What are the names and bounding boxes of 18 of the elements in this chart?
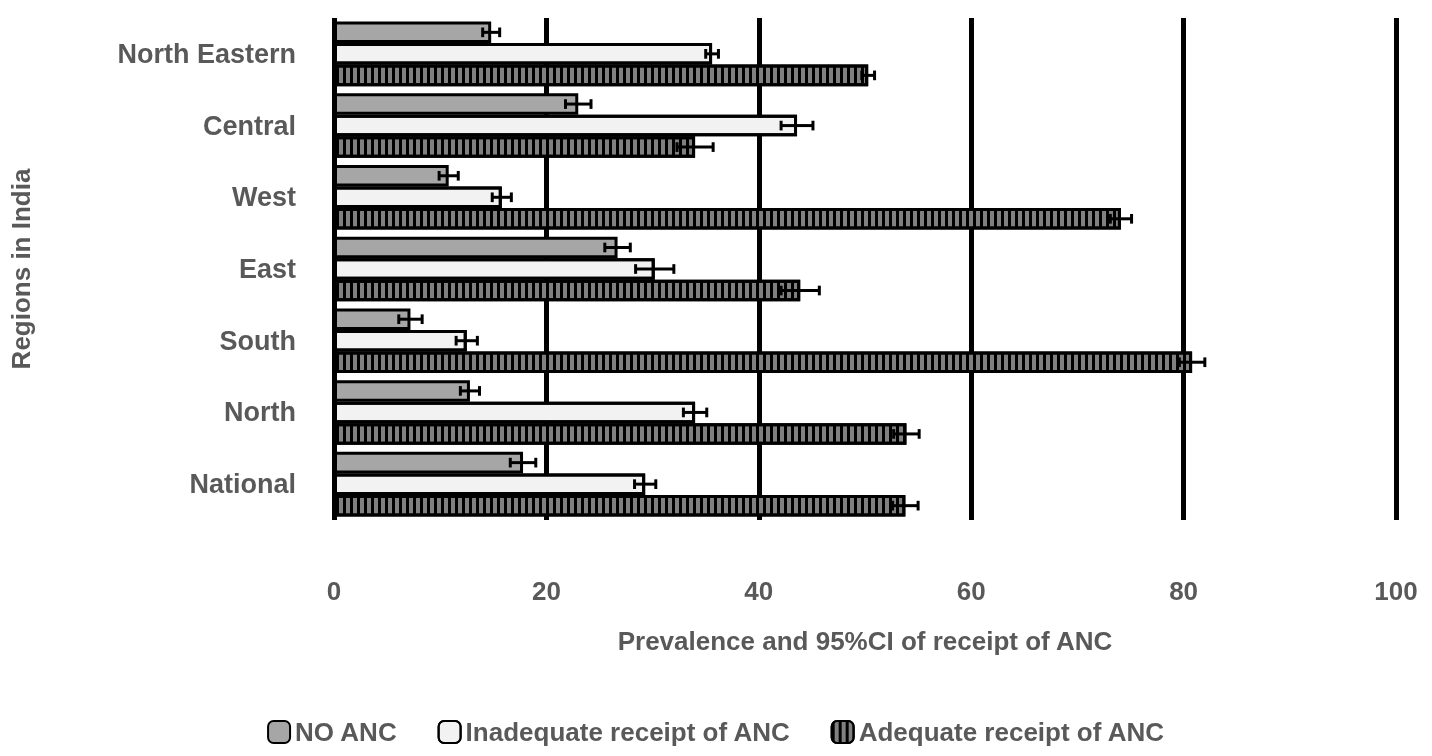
x-tick-label: 80 — [1169, 576, 1199, 606]
x-tick-label: 100 — [1374, 576, 1418, 606]
x-tick-label: 40 — [744, 576, 774, 606]
x-tick-label: 0 — [326, 576, 342, 606]
y-tick-label: North — [224, 397, 296, 428]
y-axis-title: Regions in India — [6, 168, 36, 370]
y-tick-label: South — [219, 325, 296, 356]
y-tick-label: Central — [202, 110, 296, 141]
legend-label: Adequate receipt of ANC — [858, 717, 1165, 747]
y-tick-label: National — [189, 469, 296, 500]
y-tick-label: East — [238, 254, 296, 284]
x-axis-title: Prevalence and 95%CI of receipt of ANC — [617, 626, 1113, 656]
x-tick-label: 20 — [531, 576, 561, 606]
y-tick-label: North Eastern — [117, 38, 296, 69]
y-tick-label: West — [231, 182, 296, 213]
legend-label: Inadequate receipt of ANC — [465, 717, 790, 747]
x-tick-label: 60 — [956, 576, 986, 606]
legend-label: NO ANC — [295, 717, 397, 747]
